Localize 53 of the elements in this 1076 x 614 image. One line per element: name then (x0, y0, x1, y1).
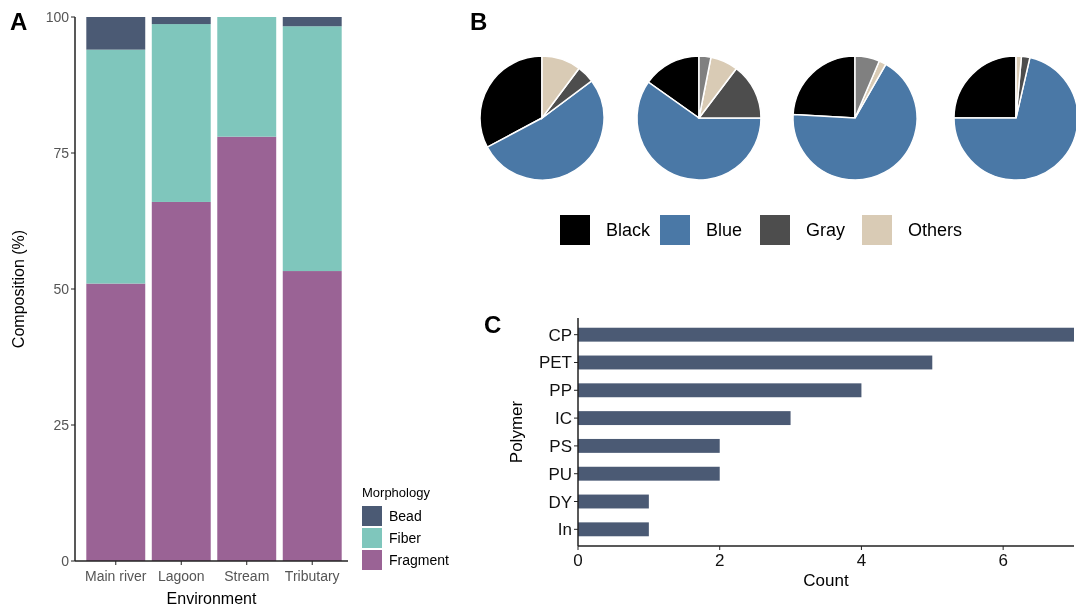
bar (282, 17, 342, 27)
legend-label: Fragment (389, 552, 450, 568)
bar (578, 383, 862, 398)
y-axis-title: Polymer (507, 400, 526, 464)
bar (86, 49, 146, 284)
bar (578, 327, 1074, 342)
bar (578, 438, 720, 453)
bar (578, 355, 933, 370)
x-axis-title: Count (803, 571, 849, 590)
x-tick-label: 4 (856, 551, 867, 570)
bar (86, 283, 146, 561)
y-axis-title: Composition (%) (10, 229, 27, 349)
chart-title: B (470, 8, 488, 35)
y-tick-label: PP (549, 381, 572, 401)
y-tick-label: 75 (53, 145, 70, 161)
legend-label: Fiber (389, 530, 422, 546)
bar (151, 17, 211, 25)
legend-label: Blue (706, 220, 743, 240)
y-tick-label: PET (538, 353, 572, 373)
bar (578, 411, 791, 426)
x-tick-label: Tributary (284, 568, 340, 584)
y-tick-label: DY (548, 492, 572, 512)
y-tick-label: 50 (53, 281, 70, 297)
y-tick-label: IC (555, 409, 572, 429)
legend-label: Others (908, 220, 963, 240)
chart-title: C (484, 311, 502, 338)
y-tick-label: 25 (53, 417, 70, 433)
x-tick-label: 2 (714, 551, 725, 570)
bar (151, 201, 211, 561)
x-axis-title: Environment (166, 590, 257, 607)
x-tick-label: Main river (85, 568, 147, 584)
y-tick-label: 100 (45, 9, 70, 25)
legend-label: Black (606, 220, 652, 240)
x-tick-label: Stream (224, 568, 270, 584)
bar (217, 136, 277, 561)
x-tick-label: 6 (998, 551, 1008, 570)
bar (282, 26, 342, 272)
bar (282, 271, 342, 561)
legend-label: Gray (806, 220, 846, 240)
bar (86, 17, 146, 50)
chart-title: A (10, 8, 28, 35)
y-tick-label: PU (548, 464, 572, 484)
bar (578, 466, 720, 481)
x-tick-label: Lagoon (157, 568, 205, 584)
bar (578, 522, 649, 537)
legend-title: Morphology (362, 485, 431, 500)
y-tick-label: In (557, 520, 572, 540)
y-tick-label: PS (549, 436, 572, 456)
bar (217, 17, 277, 137)
bar (151, 24, 211, 202)
legend-label: Bead (389, 508, 422, 524)
y-tick-label: CP (548, 325, 572, 345)
bar (578, 494, 649, 509)
